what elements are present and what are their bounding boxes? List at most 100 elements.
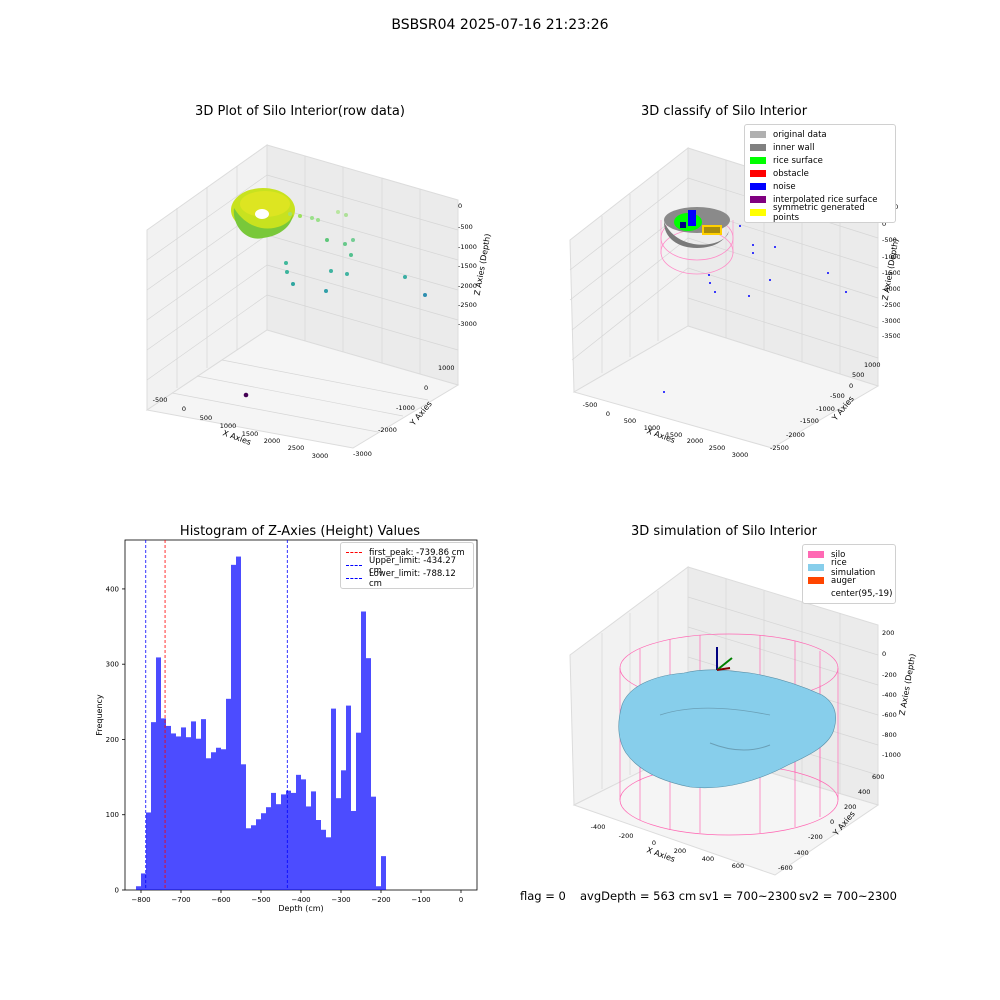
- x-tick-label: −100: [411, 896, 430, 904]
- legend-entry: rice simulation: [808, 558, 890, 578]
- svg-text:600: 600: [732, 862, 744, 870]
- histogram-bar: [376, 886, 381, 890]
- histogram-bar: [326, 837, 331, 890]
- legend-entry: silo: [808, 548, 890, 561]
- histogram-bar: [286, 790, 291, 890]
- histogram-bar: [181, 727, 186, 890]
- y-tick-label: 200: [106, 736, 119, 744]
- legend-label: first_peak: -739.86 cm: [369, 547, 465, 558]
- svg-text:3000: 3000: [312, 452, 329, 460]
- legend-entry: interpolated rice surface: [750, 193, 890, 206]
- legend-label: rice surface: [773, 155, 823, 166]
- histogram-bar: [216, 747, 221, 890]
- simulation-plot-title: 3D simulation of Silo Interior: [631, 524, 817, 539]
- histogram-bar: [316, 820, 321, 890]
- svg-text:-2000: -2000: [786, 431, 805, 439]
- simulation-legend: silo rice simulation auger center(95,-19): [802, 544, 896, 604]
- svg-text:-200: -200: [619, 832, 634, 840]
- svg-text:0: 0: [424, 384, 428, 392]
- histogram-bar: [201, 719, 206, 890]
- legend-swatch: [346, 578, 362, 579]
- legend-swatch: [346, 565, 362, 566]
- y-tick-label: 100: [106, 811, 119, 819]
- footer-sv2: sv2 = 700~2300: [799, 889, 897, 903]
- svg-text:0: 0: [652, 839, 656, 847]
- histogram-bar: [146, 812, 151, 890]
- svg-text:-200: -200: [808, 833, 823, 841]
- histogram-bar: [206, 758, 211, 890]
- histogram-bar: [151, 722, 156, 890]
- legend-label: silo: [831, 549, 846, 560]
- simulation-3d-plot: 200 0 -200 -400 -600 -800 -1000 Z Axies …: [569, 566, 917, 876]
- histogram-y-label: Frequency: [95, 694, 104, 736]
- legend-swatch: [750, 183, 766, 190]
- svg-text:500: 500: [200, 414, 212, 422]
- svg-text:-3000: -3000: [882, 317, 900, 325]
- legend-entry: noise: [750, 180, 890, 193]
- y-tick-label: 400: [106, 585, 119, 593]
- legend-label: rice simulation: [831, 557, 876, 578]
- histogram-title: Histogram of Z-Axies (Height) Values: [179, 524, 421, 539]
- svg-text:1000: 1000: [220, 422, 237, 430]
- svg-text:400: 400: [858, 788, 870, 796]
- histogram-y-ticks: 0 100 200 300 400: [106, 585, 125, 895]
- svg-text:-500: -500: [458, 223, 473, 231]
- histogram-bar: [176, 736, 181, 890]
- svg-text:2000: 2000: [264, 437, 281, 445]
- legend-swatch: [808, 551, 824, 558]
- svg-text:-1000: -1000: [458, 243, 477, 251]
- classify-x-ticks: -500 0 500 1000 1500 2000 2500 3000: [583, 401, 749, 459]
- histogram-bar: [141, 873, 146, 890]
- histogram-bar: [346, 705, 351, 890]
- svg-text:0: 0: [849, 382, 853, 390]
- svg-text:1500: 1500: [242, 430, 259, 438]
- svg-text:-500: -500: [583, 401, 598, 409]
- histogram-bar: [191, 721, 196, 890]
- svg-text:1000: 1000: [438, 364, 455, 372]
- histogram-bar: [336, 798, 341, 890]
- legend-entry: original data: [750, 128, 890, 141]
- legend-label: obstacle: [773, 168, 809, 179]
- histogram-bar: [226, 698, 231, 890]
- svg-text:2000: 2000: [687, 437, 704, 445]
- histogram-bar: [281, 794, 286, 890]
- raw-plot-title: 3D Plot of Silo Interior(row data): [195, 104, 405, 119]
- legend-entry: Lower_limit: -788.12 cm: [346, 569, 468, 589]
- svg-text:2500: 2500: [709, 444, 726, 452]
- svg-text:2500: 2500: [288, 444, 305, 452]
- svg-text:-600: -600: [882, 711, 897, 719]
- histogram-bar: [196, 738, 201, 890]
- raw-3d-plot: 0 -500 -1000 -1500 -2000 -2500 -3000 Z A…: [145, 144, 492, 460]
- simulation-x-label: X Axies: [645, 845, 676, 864]
- legend-swatch: [808, 564, 824, 571]
- histogram-bar: [306, 806, 311, 890]
- histogram-bar: [231, 564, 236, 890]
- classify-legend: original data inner wall rice surface obsta…: [744, 124, 896, 223]
- histogram-bar: [221, 749, 226, 890]
- histogram-bar: [171, 733, 176, 890]
- legend-entry: symmetric generated points: [750, 203, 890, 223]
- histogram-bar: [251, 825, 256, 890]
- svg-text:-1500: -1500: [800, 417, 819, 425]
- legend-label: noise: [773, 181, 796, 192]
- raw-point-cloud: [231, 188, 427, 398]
- histogram-legend: first_peak: -739.86 cm Upper_limit: -434.…: [340, 542, 474, 589]
- svg-text:-1000: -1000: [816, 405, 835, 413]
- histogram-bar: [351, 810, 356, 890]
- svg-text:1000: 1000: [644, 424, 661, 432]
- legend-swatch: [750, 144, 766, 151]
- histogram-bar: [301, 779, 306, 890]
- histogram-bar: [136, 886, 141, 890]
- classified-point-cloud: [660, 207, 847, 393]
- legend-entry: rice surface: [750, 154, 890, 167]
- histogram-bar: [256, 819, 261, 890]
- svg-text:200: 200: [674, 847, 686, 855]
- histogram-bar: [246, 828, 251, 890]
- histogram-reference-lines: [145, 540, 288, 890]
- legend-label: auger: [831, 575, 856, 586]
- histogram-bar: [371, 796, 376, 890]
- classify-x-label: X Axies: [645, 426, 676, 445]
- svg-text:-500: -500: [882, 236, 897, 244]
- legend-entry: first_peak: -739.86 cm: [346, 546, 468, 559]
- legend-entry: inner wall: [750, 141, 890, 154]
